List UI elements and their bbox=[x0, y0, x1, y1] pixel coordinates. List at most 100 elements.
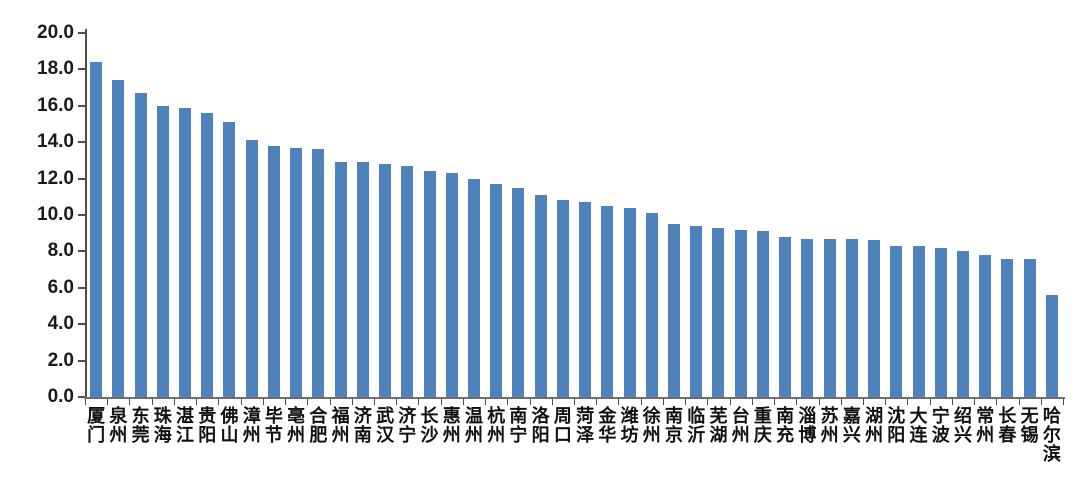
x-label-char: 武 bbox=[376, 406, 395, 426]
x-label: 嘉兴 bbox=[841, 407, 863, 445]
bar bbox=[534, 194, 547, 397]
x-label-char: 南 bbox=[353, 425, 372, 445]
x-label-char: 锡 bbox=[1020, 425, 1039, 445]
y-tick-label: 14.0 bbox=[37, 131, 74, 153]
x-label: 临沂 bbox=[685, 407, 707, 445]
x-label-char: 台 bbox=[731, 406, 750, 426]
x-label: 漳州 bbox=[241, 407, 263, 445]
x-tick-mark bbox=[885, 399, 887, 405]
x-label-char: 山 bbox=[220, 425, 239, 445]
x-label: 泉州 bbox=[107, 407, 129, 445]
x-label-char: 泽 bbox=[576, 425, 595, 445]
x-label: 常州 bbox=[974, 407, 996, 445]
x-label-char: 佛 bbox=[220, 406, 239, 426]
x-label-char: 南 bbox=[776, 406, 795, 426]
x-label-char: 潍 bbox=[620, 406, 639, 426]
x-label-char: 阳 bbox=[531, 425, 550, 445]
x-label: 哈尔滨 bbox=[1041, 407, 1063, 464]
x-label-char: 阳 bbox=[198, 425, 217, 445]
bar bbox=[934, 247, 947, 397]
x-tick-mark bbox=[574, 399, 575, 405]
x-label-char: 南 bbox=[665, 406, 684, 426]
bar bbox=[1001, 258, 1014, 397]
x-label-char: 江 bbox=[176, 425, 195, 445]
bar bbox=[179, 107, 192, 397]
bar bbox=[734, 229, 747, 397]
x-tick-mark bbox=[862, 399, 864, 405]
x-label-char: 莞 bbox=[131, 425, 150, 445]
bar bbox=[312, 149, 325, 397]
x-label: 温州 bbox=[463, 407, 485, 445]
x-label-char: 兴 bbox=[842, 425, 861, 445]
y-tick-label: 6.0 bbox=[47, 276, 74, 298]
x-label-char: 京 bbox=[665, 425, 684, 445]
x-label: 苏州 bbox=[819, 407, 841, 445]
x-tick-mark bbox=[462, 399, 464, 405]
x-label-char: 湖 bbox=[709, 425, 728, 445]
x-label: 徐州 bbox=[641, 407, 663, 445]
x-label: 南宁 bbox=[507, 407, 529, 445]
x-label: 洛阳 bbox=[530, 407, 552, 445]
x-label-char: 周 bbox=[553, 406, 572, 426]
x-label-char: 苏 bbox=[820, 406, 839, 426]
x-tick-mark bbox=[974, 399, 976, 405]
x-label-char: 州 bbox=[242, 425, 261, 445]
x-label-char: 湛 bbox=[176, 406, 195, 426]
x-label-char: 州 bbox=[487, 425, 506, 445]
x-label-char: 肥 bbox=[309, 425, 328, 445]
bar bbox=[645, 213, 658, 397]
x-label-char: 州 bbox=[287, 425, 306, 445]
y-tick-label: 16.0 bbox=[37, 94, 74, 116]
x-label: 长春 bbox=[996, 407, 1018, 445]
x-label: 台州 bbox=[730, 407, 752, 445]
x-tick-mark bbox=[262, 399, 264, 405]
x-label-char: 口 bbox=[553, 425, 572, 445]
x-label: 宁波 bbox=[930, 407, 952, 445]
x-label-char: 宁 bbox=[931, 406, 950, 426]
x-label-char: 海 bbox=[153, 425, 172, 445]
x-label: 东莞 bbox=[129, 407, 151, 445]
y-tick-mark bbox=[78, 141, 85, 144]
x-tick-mark bbox=[929, 399, 931, 405]
x-label-char: 州 bbox=[331, 425, 350, 445]
x-label-char: 州 bbox=[642, 425, 661, 445]
x-label-char: 合 bbox=[309, 406, 328, 426]
x-label-char: 绍 bbox=[953, 406, 972, 426]
bar bbox=[134, 93, 147, 397]
x-label-char: 节 bbox=[264, 425, 283, 445]
x-label-char: 芜 bbox=[709, 406, 728, 426]
x-label: 菏泽 bbox=[574, 407, 596, 445]
x-tick-mark bbox=[1040, 399, 1042, 405]
y-tick-label: 0.0 bbox=[47, 386, 74, 407]
x-label-char: 济 bbox=[398, 406, 417, 426]
bar bbox=[979, 255, 992, 397]
x-tick-mark bbox=[418, 399, 420, 405]
y-tick-mark bbox=[78, 359, 85, 362]
x-label-char: 州 bbox=[731, 425, 750, 445]
x-label: 佛山 bbox=[218, 407, 240, 445]
x-label: 绍兴 bbox=[952, 407, 974, 445]
x-tick-mark bbox=[129, 399, 131, 405]
bar bbox=[556, 200, 569, 397]
y-tick-mark bbox=[78, 68, 85, 71]
x-label-char: 门 bbox=[87, 425, 106, 445]
x-tick-mark bbox=[840, 399, 842, 405]
x-label-char: 州 bbox=[865, 425, 884, 445]
x-label-char: 春 bbox=[998, 425, 1017, 445]
x-label: 芜湖 bbox=[707, 407, 729, 445]
x-label-char: 漳 bbox=[242, 406, 261, 426]
x-label-char: 大 bbox=[909, 406, 928, 426]
x-label: 长沙 bbox=[418, 407, 440, 445]
x-label-char: 菏 bbox=[576, 406, 595, 426]
bar bbox=[956, 251, 969, 397]
bar bbox=[779, 236, 792, 397]
x-label-char: 滨 bbox=[1042, 444, 1061, 464]
y-tick-mark bbox=[78, 323, 85, 326]
x-label-char: 汉 bbox=[376, 425, 395, 445]
bar bbox=[201, 113, 214, 397]
x-tick-mark bbox=[396, 399, 398, 405]
x-tick-mark bbox=[307, 399, 309, 405]
x-label-char: 庆 bbox=[753, 425, 772, 445]
bar bbox=[245, 140, 258, 397]
